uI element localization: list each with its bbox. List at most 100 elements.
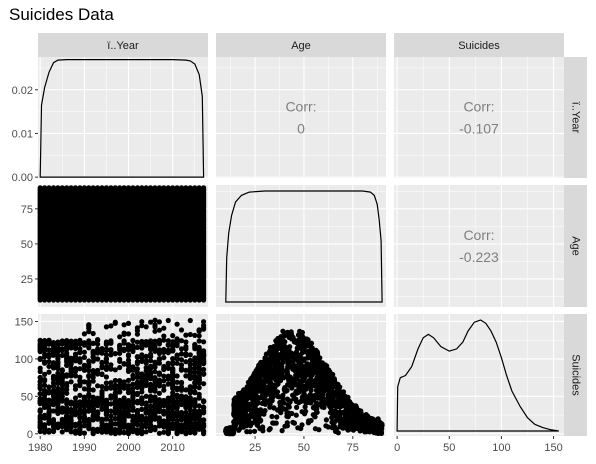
- point: [95, 337, 101, 343]
- point: [37, 185, 43, 191]
- point: [143, 339, 149, 345]
- panel-suicides-suicides: [394, 314, 564, 436]
- point: [178, 327, 185, 333]
- point: [192, 342, 198, 348]
- point: [50, 350, 57, 357]
- point: [103, 185, 109, 191]
- point: [125, 424, 132, 430]
- point: [50, 418, 57, 425]
- point: [112, 320, 118, 326]
- point: [99, 429, 105, 435]
- point: [108, 401, 114, 407]
- point: [81, 403, 87, 409]
- point: [165, 430, 171, 436]
- point: [55, 388, 61, 394]
- point: [99, 346, 105, 352]
- point: [187, 420, 193, 426]
- point: [125, 320, 132, 326]
- point: [50, 408, 57, 414]
- point: [86, 381, 92, 387]
- point: [165, 417, 171, 423]
- point: [187, 411, 193, 417]
- point: [117, 383, 123, 389]
- point: [112, 431, 118, 437]
- point: [134, 344, 140, 350]
- point: [37, 409, 43, 415]
- point: [125, 408, 132, 414]
- point: [148, 319, 154, 325]
- point: [192, 408, 198, 415]
- point: [134, 361, 140, 367]
- point: [103, 400, 109, 406]
- point: [68, 361, 74, 367]
- point: [143, 365, 149, 371]
- point: [139, 344, 145, 350]
- point: [121, 330, 127, 336]
- point: [108, 185, 114, 191]
- point: [77, 392, 83, 398]
- point: [170, 374, 176, 380]
- point: [165, 365, 171, 371]
- point: [139, 418, 145, 424]
- point: [86, 398, 92, 404]
- point: [59, 185, 65, 191]
- point: [201, 417, 207, 423]
- point: [50, 389, 57, 395]
- point: [139, 431, 145, 437]
- point: [55, 340, 61, 346]
- point: [274, 414, 280, 420]
- point: [103, 374, 109, 380]
- point: [165, 338, 171, 344]
- point: [178, 387, 185, 393]
- point: [72, 351, 79, 357]
- point: [86, 373, 92, 379]
- point: [81, 185, 87, 191]
- point: [174, 385, 180, 391]
- point: [165, 373, 171, 379]
- panel-background: [394, 314, 564, 436]
- chart-title: Suicides Data: [9, 5, 114, 24]
- point: [187, 388, 193, 394]
- point: [156, 370, 162, 376]
- point: [46, 185, 52, 191]
- point: [117, 389, 123, 395]
- point: [201, 348, 207, 354]
- point: [125, 360, 132, 366]
- point: [77, 185, 83, 191]
- point: [170, 347, 176, 353]
- point: [81, 354, 87, 360]
- point: [77, 415, 83, 421]
- point: [50, 380, 57, 386]
- point: [81, 367, 87, 373]
- point: [72, 401, 79, 407]
- point: [192, 425, 198, 431]
- point: [148, 372, 154, 378]
- point: [64, 362, 70, 368]
- panel-background: [394, 57, 564, 178]
- point: [161, 383, 167, 389]
- point: [134, 339, 140, 345]
- strip-top-age: [216, 33, 386, 57]
- point: [170, 333, 176, 339]
- point: [130, 421, 136, 427]
- point: [192, 416, 198, 422]
- point: [42, 352, 48, 358]
- point: [125, 400, 132, 406]
- point: [37, 428, 43, 435]
- point: [183, 401, 189, 408]
- density-year: [39, 59, 205, 178]
- point: [196, 403, 202, 409]
- point: [143, 360, 149, 366]
- point: [139, 413, 145, 419]
- point: [81, 430, 87, 436]
- point: [103, 407, 109, 413]
- point: [130, 394, 136, 400]
- point: [125, 342, 132, 348]
- point: [201, 339, 207, 345]
- point: [152, 424, 158, 430]
- point: [108, 408, 114, 414]
- point: [152, 328, 158, 334]
- point: [201, 354, 207, 360]
- density-suicides: [396, 319, 559, 432]
- point: [139, 371, 145, 377]
